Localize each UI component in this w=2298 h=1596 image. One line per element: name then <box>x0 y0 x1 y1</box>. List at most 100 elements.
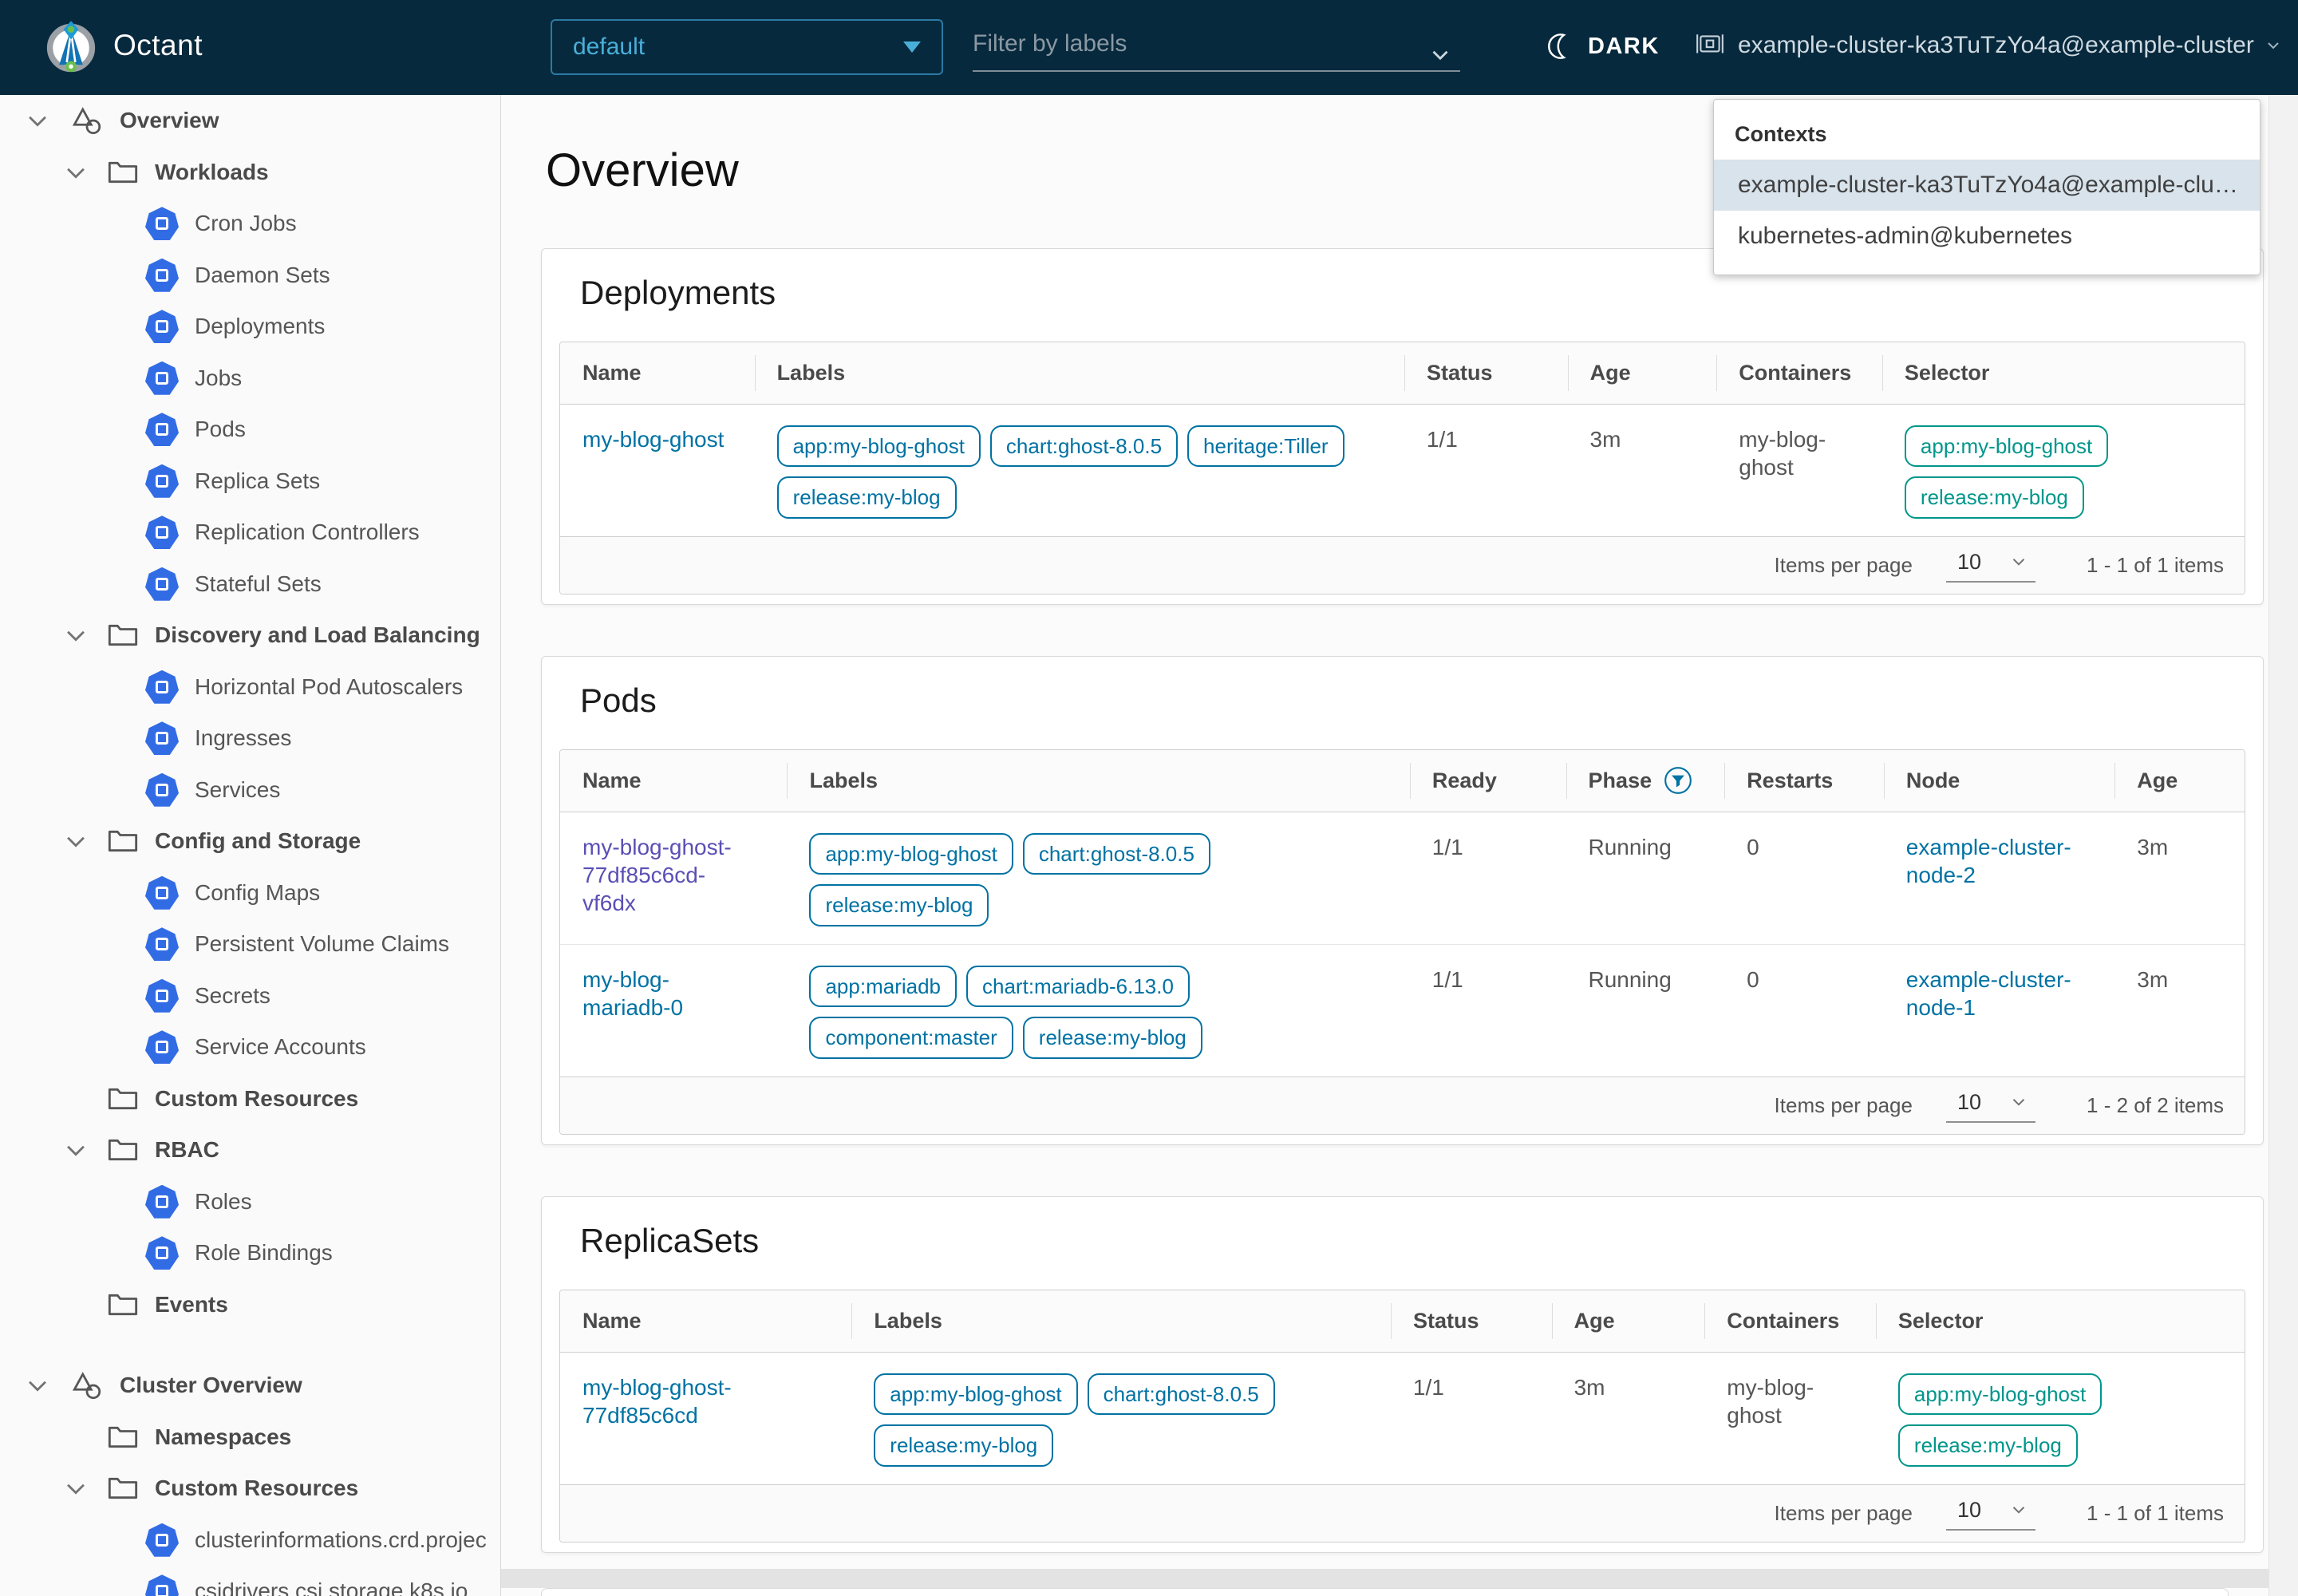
caret-down-icon[interactable] <box>62 1475 89 1502</box>
sidebar-item-cluster-custom-resources[interactable]: Custom Resources <box>0 1463 500 1515</box>
phase-filter-icon[interactable] <box>1663 765 1693 796</box>
sidebar-item-csidrivers[interactable]: csidrivers.csi.storage.k8s.io <box>0 1566 500 1596</box>
column-header-age[interactable]: Age <box>1552 1290 1705 1352</box>
caret-down-icon[interactable] <box>62 159 89 186</box>
sidebar-item-config-and-storage[interactable]: Config and Storage <box>0 816 500 867</box>
column-header-node[interactable]: Node <box>1884 750 2114 812</box>
pod-name-link[interactable]: my-blog-mariadb-0 <box>582 966 726 1021</box>
status-cell: 1/1 <box>1391 1353 1552 1484</box>
replicasets-card: ReplicaSets Name Labels Status Age Conta… <box>541 1196 2264 1553</box>
context-selector[interactable]: example-cluster-ka3TuTzYo4a@example-clus… <box>1695 32 2283 59</box>
replicasets-table-header: Name Labels Status Age Containers Select… <box>560 1290 2245 1353</box>
label-chip: release:my-blog <box>777 476 957 519</box>
column-header-status[interactable]: Status <box>1391 1290 1552 1352</box>
label-chip: chart:mariadb-6.13.0 <box>966 966 1190 1008</box>
column-header-selector[interactable]: Selector <box>1876 1290 2245 1352</box>
sidebar-item-role-bindings[interactable]: Role Bindings <box>0 1227 500 1279</box>
context-menu-item[interactable]: kubernetes-admin@kubernetes <box>1714 211 2260 262</box>
column-header-age[interactable]: Age <box>2114 750 2245 812</box>
dark-theme-toggle[interactable]: DARK <box>1546 32 1660 61</box>
cluster-icon <box>1695 32 1725 59</box>
label-filter-chevron-icon[interactable] <box>1427 41 1454 69</box>
column-header-containers[interactable]: Containers <box>1716 342 1882 404</box>
caret-down-icon[interactable] <box>62 828 89 855</box>
label-chip: chart:ghost-8.0.5 <box>1023 833 1210 875</box>
node-link[interactable]: example-cluster-node-2 <box>1906 833 2095 889</box>
sidebar-item-clusterinformations[interactable]: clusterinformations.crd.projec <box>0 1515 500 1566</box>
sidebar-item-workloads[interactable]: Workloads <box>0 147 500 199</box>
configmaps-icon <box>145 876 179 910</box>
age-cell: 3m <box>2114 812 2245 944</box>
column-header-containers[interactable]: Containers <box>1704 1290 1876 1352</box>
deployments-icon <box>145 310 179 343</box>
column-header-ready[interactable]: Ready <box>1410 750 1566 812</box>
replicaset-name-link[interactable]: my-blog-ghost-77df85c6cd <box>582 1373 806 1429</box>
sidebar-item-jobs[interactable]: Jobs <box>0 353 500 405</box>
sidebar-item-pods[interactable]: Pods <box>0 404 500 456</box>
sidebar-item-replication-controllers[interactable]: Replication Controllers <box>0 507 500 559</box>
containers-cell: my-blog-ghost <box>1739 425 1862 481</box>
sidebar-item-rbac[interactable]: RBAC <box>0 1124 500 1176</box>
sidebar-item-service-accounts[interactable]: Service Accounts <box>0 1021 500 1073</box>
column-header-status[interactable]: Status <box>1404 342 1568 404</box>
sidebar-item-services[interactable]: Services <box>0 764 500 816</box>
namespace-caret-icon <box>903 41 921 53</box>
column-header-phase[interactable]: Phase <box>1566 750 1725 812</box>
column-header-age[interactable]: Age <box>1568 342 1717 404</box>
caret-down-icon[interactable] <box>62 622 89 649</box>
column-header-labels[interactable]: Labels <box>755 342 1404 404</box>
sidebar-item-ingresses[interactable]: Ingresses <box>0 713 500 764</box>
namespace-select[interactable]: default <box>551 19 943 75</box>
items-per-page-select[interactable]: 10 <box>1946 548 2035 583</box>
node-link[interactable]: example-cluster-node-1 <box>1906 966 2095 1021</box>
daemonsets-icon <box>145 259 179 292</box>
sidebar-item-config-maps[interactable]: Config Maps <box>0 867 500 919</box>
column-header-labels[interactable]: Labels <box>787 750 1409 812</box>
items-per-page-select[interactable]: 10 <box>1946 1496 2035 1531</box>
label-filter-input[interactable] <box>973 24 1460 72</box>
selector-chip: release:my-blog <box>1905 476 2084 519</box>
context-menu-item-selected[interactable]: example-cluster-ka3TuTzYo4a@example-clu… <box>1714 160 2260 211</box>
sidebar-item-daemon-sets[interactable]: Daemon Sets <box>0 250 500 302</box>
column-header-name[interactable]: Name <box>560 342 755 404</box>
sidebar-item-stateful-sets[interactable]: Stateful Sets <box>0 559 500 610</box>
pods-card: Pods Name Labels Ready Phase Restarts No… <box>541 656 2264 1145</box>
sidebar-item-persistent-volume-claims[interactable]: Persistent Volume Claims <box>0 918 500 970</box>
deployment-name-link[interactable]: my-blog-ghost <box>582 425 724 453</box>
column-header-name[interactable]: Name <box>560 750 787 812</box>
caret-down-icon[interactable] <box>24 1372 51 1399</box>
caret-down-icon[interactable] <box>62 1136 89 1163</box>
sidebar-item-namespaces[interactable]: Namespaces <box>0 1412 500 1464</box>
sidebar-item-cron-jobs[interactable]: Cron Jobs <box>0 198 500 250</box>
sidebar-item-overview[interactable]: Overview <box>0 95 500 147</box>
sidebar-item-cluster-overview[interactable]: Cluster Overview <box>0 1360 500 1412</box>
column-header-labels[interactable]: Labels <box>851 1290 1391 1352</box>
pod-name-link[interactable]: my-blog-ghost-77df85c6cd-vf6dx <box>582 833 742 917</box>
column-header-restarts[interactable]: Restarts <box>1724 750 1884 812</box>
sidebar-item-replica-sets[interactable]: Replica Sets <box>0 456 500 508</box>
column-header-selector[interactable]: Selector <box>1882 342 2245 404</box>
namespace-select-value: default <box>573 34 645 61</box>
scrollbar-track[interactable] <box>2268 95 2298 1596</box>
ingresses-icon <box>145 721 179 755</box>
label-filter <box>973 24 1460 72</box>
restarts-cell: 0 <box>1724 945 1884 1077</box>
sidebar-item-events[interactable]: Events <box>0 1279 500 1331</box>
sidebar-item-deployments[interactable]: Deployments <box>0 301 500 353</box>
sidebar-section-gap <box>0 1330 500 1360</box>
statefulsets-icon <box>145 567 179 601</box>
caret-down-icon[interactable] <box>24 107 51 134</box>
rolebindings-icon <box>145 1236 179 1270</box>
sidebar-item-discovery-and-load-balancing[interactable]: Discovery and Load Balancing <box>0 610 500 662</box>
secrets-icon <box>145 979 179 1013</box>
table-row: my-blog-ghost-77df85c6cd app:my-blog-gho… <box>560 1353 2245 1484</box>
sidebar-item-secrets[interactable]: Secrets <box>0 970 500 1022</box>
folder-icon <box>107 619 139 651</box>
table-row: my-blog-mariadb-0 app:mariadb chart:mari… <box>560 944 2245 1077</box>
sidebar-item-custom-resources[interactable]: Custom Resources <box>0 1073 500 1125</box>
column-header-name[interactable]: Name <box>560 1290 851 1352</box>
sidebar-item-roles[interactable]: Roles <box>0 1176 500 1228</box>
items-per-page-select[interactable]: 10 <box>1946 1088 2035 1123</box>
app-title: Octant <box>113 29 203 62</box>
sidebar-item-horizontal-pod-autoscalers[interactable]: Horizontal Pod Autoscalers <box>0 662 500 713</box>
